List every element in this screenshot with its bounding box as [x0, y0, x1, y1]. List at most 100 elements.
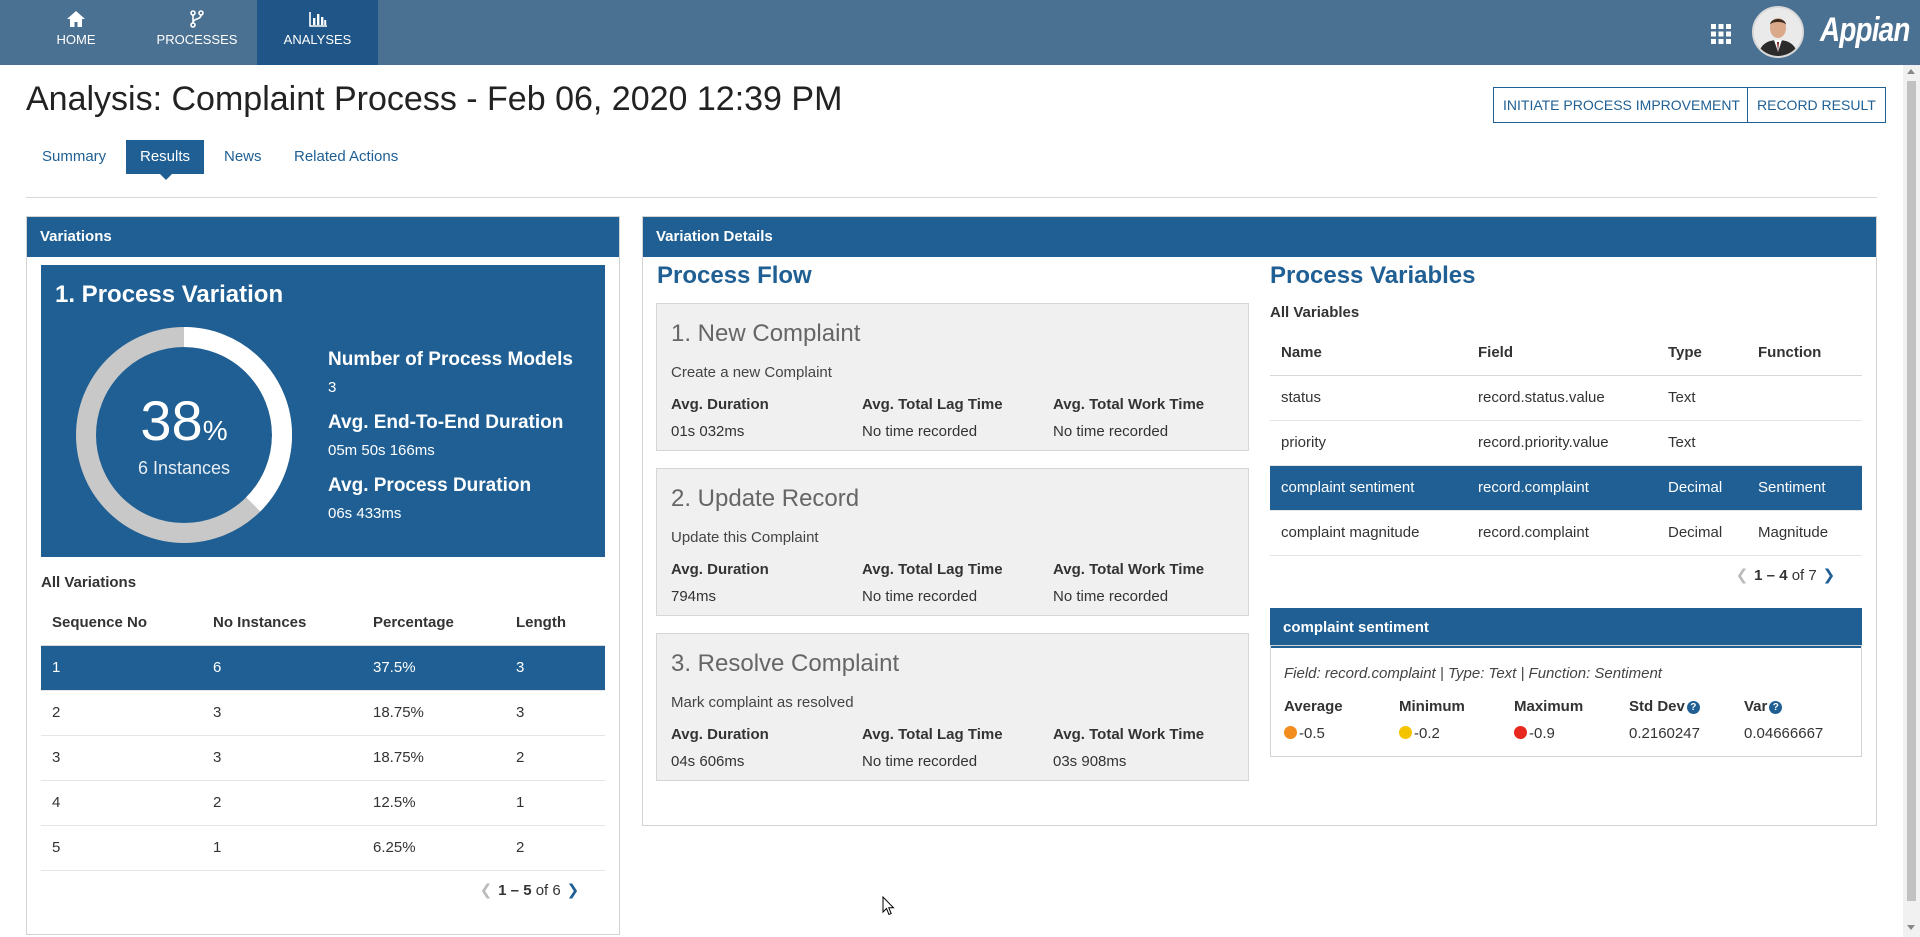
flow-step-card[interactable]: 3. Resolve Complaint Mark complaint as r… [656, 633, 1249, 781]
variation-details-panel: Variation Details [642, 216, 1877, 826]
help-icon[interactable]: ? [1769, 701, 1783, 714]
flow-step-description: Create a new Complaint [671, 364, 832, 381]
stat-value: -0.2 [1399, 725, 1440, 742]
apps-grid-icon[interactable] [1711, 24, 1731, 44]
yellow-dot-icon [1399, 726, 1412, 739]
header-divider [26, 197, 1877, 198]
variable-stats-title: complaint sentiment [1270, 608, 1862, 648]
nav-tab-home[interactable]: HOME [42, 0, 110, 65]
next-page-icon[interactable]: ❯ [566, 882, 580, 899]
donut-filled-arc [76, 327, 292, 543]
table-cell: 18.75% [362, 735, 505, 781]
table-cell: 18.75% [362, 690, 505, 736]
metric-label: Avg. Duration [671, 726, 769, 743]
previous-page-icon[interactable]: ❮ [479, 882, 493, 899]
column-header[interactable]: Name [1270, 331, 1467, 376]
table-cell: record.complaint [1467, 510, 1657, 556]
column-header[interactable]: Percentage [362, 601, 505, 646]
stat-value-text: -0.2 [1414, 725, 1440, 742]
scrollbar-thumb[interactable] [1907, 81, 1916, 901]
metric-value: 03s 908ms [1053, 753, 1127, 770]
table-row[interactable]: 2 3 18.75% 3 [41, 690, 605, 736]
stat-label-process-models: Number of Process Models [328, 349, 573, 370]
table-row[interactable]: 1 6 37.5% 3 [41, 645, 605, 691]
table-cell: record.status.value [1467, 375, 1657, 421]
nav-tab-analyses[interactable]: ANALYSES [257, 0, 378, 65]
column-header[interactable]: Type [1657, 331, 1747, 376]
variations-table: Sequence No No Instances Percentage Leng… [41, 601, 605, 871]
record-result-button[interactable]: RECORD RESULT [1747, 87, 1886, 123]
metric-label: Avg. Total Work Time [1053, 726, 1205, 743]
stat-value-text: -0.9 [1529, 725, 1555, 742]
stat-label-end-to-end-duration: Avg. End-To-End Duration [328, 412, 564, 433]
nav-tab-label: HOME [56, 32, 96, 47]
scroll-up-icon[interactable] [1907, 69, 1915, 74]
flow-step-title: 3. Resolve Complaint [671, 650, 900, 677]
flow-step-card[interactable]: 2. Update Record Update this Complaint A… [656, 468, 1249, 616]
pager-range: 1 – 4 [1754, 567, 1788, 584]
table-cell: priority [1270, 420, 1467, 466]
variable-stats-box: Field: record.complaint | Type: Text | F… [1270, 645, 1862, 757]
instance-count: 6 Instances [137, 458, 231, 478]
column-header[interactable]: Field [1467, 331, 1657, 376]
table-cell: 1 [41, 645, 202, 691]
tab-summary[interactable]: Summary [42, 148, 107, 165]
next-page-icon[interactable]: ❯ [1822, 567, 1836, 584]
table-row[interactable]: complaint sentiment record.complaint Dec… [1270, 465, 1862, 511]
scroll-down-icon[interactable] [1907, 925, 1915, 930]
metric-value: No time recorded [862, 423, 978, 440]
pager-total: of 7 [1791, 567, 1817, 584]
flow-step-card[interactable]: 1. New Complaint Create a new Complaint … [656, 303, 1249, 451]
table-row[interactable]: status record.status.value Text [1270, 375, 1862, 421]
metric-value: No time recorded [1053, 588, 1169, 605]
active-tab-caret [159, 173, 173, 180]
nav-tab-processes[interactable]: PROCESSES [148, 0, 246, 65]
stat-header: Std Dev? [1629, 698, 1700, 715]
variations-panel-header: Variations [27, 217, 619, 257]
stat-header-text: Var [1744, 698, 1768, 715]
column-header[interactable]: No Instances [202, 601, 362, 646]
table-cell: complaint sentiment [1270, 465, 1467, 511]
column-header[interactable]: Length [505, 601, 605, 646]
page-scrollbar[interactable] [1903, 65, 1920, 937]
stat-value: -0.9 [1514, 725, 1555, 742]
table-cell: 2 [505, 735, 605, 781]
mouse-cursor-icon [882, 896, 895, 916]
table-row[interactable]: 4 2 12.5% 1 [41, 780, 605, 826]
nav-tab-label: ANALYSES [283, 32, 352, 47]
initiate-process-improvement-button[interactable]: INITIATE PROCESS IMPROVEMENT [1493, 87, 1750, 123]
user-avatar[interactable] [1752, 6, 1804, 58]
table-row[interactable]: 5 1 6.25% 2 [41, 825, 605, 871]
variations-panel: Variations [26, 216, 620, 935]
table-cell: 3 [505, 645, 605, 691]
stat-header: Minimum [1399, 698, 1465, 715]
process-variation-card[interactable]: 1. Process Variation 38% 6 Instances Num… [41, 265, 605, 557]
stat-header: Var? [1744, 698, 1783, 715]
help-icon[interactable]: ? [1686, 701, 1700, 714]
stat-label-process-duration: Avg. Process Duration [328, 475, 532, 496]
table-cell: record.complaint [1467, 465, 1657, 511]
table-cell: 4 [41, 780, 202, 826]
table-cell: 2 [202, 780, 362, 826]
table-cell: 1 [505, 780, 605, 826]
table-header-row: Sequence No No Instances Percentage Leng… [41, 601, 605, 646]
tab-news[interactable]: News [224, 148, 262, 165]
tab-related-actions[interactable]: Related Actions [294, 148, 399, 165]
all-variables-label: All Variables [1270, 304, 1360, 321]
table-row[interactable]: priority record.priority.value Text [1270, 420, 1862, 466]
table-row[interactable]: complaint magnitude record.complaint Dec… [1270, 510, 1862, 556]
column-header[interactable]: Sequence No [41, 601, 202, 646]
table-cell [1747, 375, 1862, 421]
tab-results[interactable]: Results [126, 140, 205, 174]
metric-label: Avg. Total Work Time [1053, 396, 1205, 413]
metric-label: Avg. Duration [671, 561, 769, 578]
table-row[interactable]: 3 3 18.75% 2 [41, 735, 605, 781]
bar-chart-icon [308, 12, 327, 27]
column-header[interactable]: Function [1747, 331, 1862, 376]
percentage-value: 38 [140, 389, 203, 452]
table-cell: 6 [202, 645, 362, 691]
appian-logo[interactable]: Appian [1820, 11, 1910, 49]
previous-page-icon[interactable]: ❮ [1735, 567, 1749, 584]
table-cell: Text [1657, 375, 1747, 421]
red-dot-icon [1514, 726, 1527, 739]
